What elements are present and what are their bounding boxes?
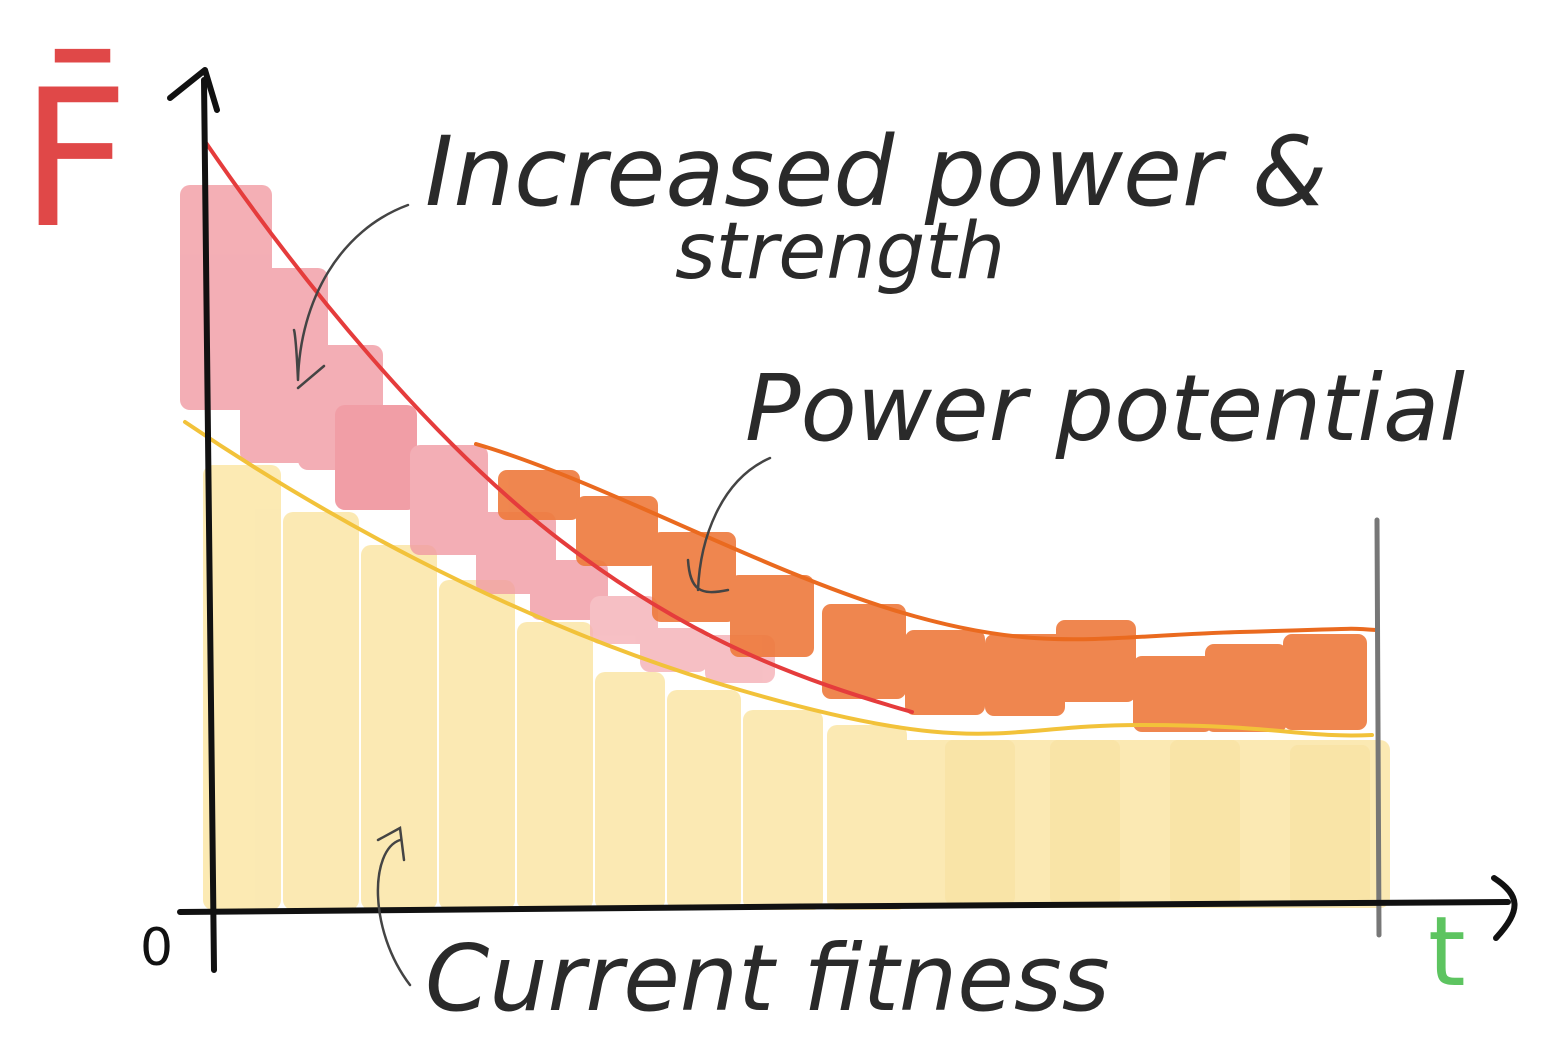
- strength-pointer: [292, 203, 410, 390]
- fitness-pointer: [376, 826, 412, 987]
- x-axis: [177, 899, 1511, 915]
- strength-area: [180, 185, 775, 683]
- current-fitness-curve: [183, 420, 1374, 738]
- x-axis-arrowhead: [1491, 875, 1518, 941]
- strength-label-line1: Increased power &: [425, 116, 1327, 228]
- power-potential-label: Power potential: [745, 355, 1465, 462]
- end-marker-line: [1374, 517, 1382, 938]
- strength-label-line2: strength: [675, 207, 1005, 297]
- y-axis: [201, 77, 217, 973]
- power-potential-area: [498, 470, 1367, 732]
- x-axis-label: t: [1428, 896, 1466, 1008]
- current-fitness-label: Current fitness: [425, 925, 1110, 1032]
- power-potential-curve: [474, 442, 1378, 642]
- y-axis-arrowhead: [167, 67, 220, 113]
- y-axis-label: F̄: [20, 47, 129, 270]
- strength-curve: [202, 138, 914, 714]
- current-fitness-area: [203, 465, 1390, 910]
- power-pointer: [686, 456, 772, 594]
- origin-label: 0: [140, 918, 173, 978]
